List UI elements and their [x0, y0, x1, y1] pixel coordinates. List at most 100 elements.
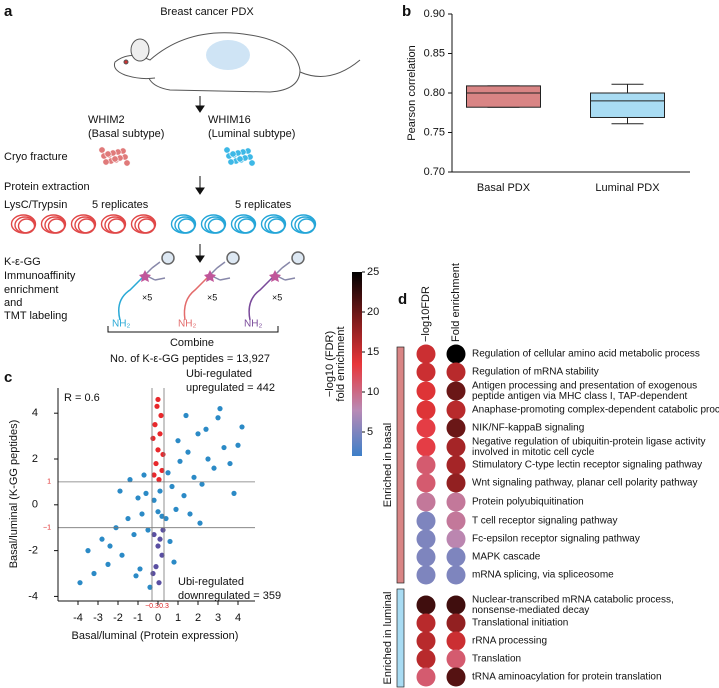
point — [155, 396, 161, 403]
point — [156, 477, 162, 483]
dot — [446, 455, 466, 475]
step: Cryo fracture — [4, 151, 68, 163]
replicates: 5 replicates — [92, 199, 149, 211]
reference-label: −0.3 — [145, 603, 159, 610]
multiplex: ×5 — [207, 292, 217, 302]
point — [77, 580, 83, 586]
y-tick-label: 0.75 — [424, 126, 445, 138]
x-tick-label: -2 — [113, 612, 123, 624]
annotation: upregulated = 442 — [186, 382, 275, 394]
reference-label: 1 — [47, 479, 51, 486]
result: No. of K-ε-GG peptides = 13,927 — [110, 353, 270, 365]
point — [156, 580, 162, 586]
multiplex: ×5 — [142, 292, 152, 302]
dot — [416, 565, 436, 585]
cell — [223, 146, 231, 154]
dot — [416, 649, 436, 669]
point — [169, 483, 175, 490]
group-label: Enriched in basal — [382, 423, 394, 507]
box — [466, 85, 541, 108]
dot — [446, 595, 466, 615]
dot — [416, 492, 436, 512]
colorbar-tick-label: 25 — [367, 266, 379, 278]
point — [199, 481, 205, 487]
term: MAPK cascade — [472, 552, 541, 563]
point — [154, 403, 160, 409]
point — [153, 460, 159, 467]
amine: NH₂ — [244, 319, 262, 330]
decor — [10, 146, 317, 234]
point — [157, 431, 163, 437]
dot — [416, 437, 436, 457]
dot — [416, 362, 436, 382]
y-tick-label: -2 — [28, 545, 38, 557]
point — [151, 497, 157, 503]
point — [155, 447, 161, 453]
coil — [207, 218, 226, 234]
model-subtype: (Basal subtype) — [88, 128, 164, 140]
x-tick-label: 0 — [155, 612, 161, 624]
point — [151, 531, 157, 538]
coil — [177, 218, 196, 234]
y-tick-label: 0 — [32, 499, 38, 511]
point — [139, 511, 145, 517]
term: Translational initiation — [472, 618, 568, 629]
point — [187, 511, 193, 517]
point — [141, 472, 147, 478]
point — [231, 490, 237, 496]
point — [117, 488, 123, 494]
point — [125, 515, 131, 522]
point — [137, 566, 143, 572]
model-name: WHIM2 — [88, 114, 125, 126]
colorbar-title: fold enrichment — [335, 326, 347, 401]
point — [159, 552, 165, 558]
step: Protein extraction — [4, 181, 90, 193]
cell — [98, 146, 106, 154]
point — [191, 474, 197, 480]
cell — [111, 155, 119, 163]
coil — [47, 218, 66, 234]
term: Antigen processing and presentation of e… — [472, 380, 697, 391]
dot — [416, 511, 436, 531]
point — [183, 412, 189, 419]
point — [119, 552, 125, 558]
colorbar-title: −log10 (FDR) — [324, 331, 336, 397]
annotation: Ubi-regulated — [178, 576, 244, 588]
x-tick-label: -1 — [133, 612, 143, 624]
dot — [446, 400, 466, 420]
coil — [77, 218, 96, 234]
panel-label: b — [402, 3, 411, 20]
term: mRNA splicing, via spliceosome — [472, 570, 614, 581]
group-bar — [396, 588, 405, 688]
point — [131, 531, 137, 538]
point — [160, 527, 166, 533]
cell — [248, 159, 256, 167]
x-tick-label: Luminal PDX — [595, 182, 660, 194]
panel-a: a Breast cancer PDX WHIM2 (Basal subtype… — [4, 3, 361, 365]
point — [151, 472, 157, 478]
dot — [416, 473, 436, 493]
reference-label: −1 — [43, 525, 51, 532]
term: Fc-epsilon receptor signaling pathway — [472, 534, 640, 545]
point — [107, 543, 113, 549]
replicates: 5 replicates — [235, 199, 292, 211]
dot — [446, 492, 466, 512]
dot — [416, 418, 436, 438]
point — [133, 573, 139, 579]
dot — [446, 547, 466, 567]
term: peptide antigen via MHC class I, TAP-dep… — [472, 391, 688, 402]
dot — [446, 437, 466, 457]
combine: Combine — [170, 337, 214, 349]
x-tick-label: 4 — [235, 612, 241, 624]
dot — [416, 400, 436, 420]
coil — [267, 218, 286, 234]
y-tick-label: 0.80 — [424, 87, 445, 99]
dot — [446, 381, 466, 401]
panel-label: c — [4, 369, 12, 386]
cell — [229, 150, 237, 158]
point — [221, 444, 227, 451]
point — [135, 495, 141, 501]
term: tRNA aminoacylation for protein translat… — [472, 672, 662, 683]
coil — [237, 218, 256, 234]
